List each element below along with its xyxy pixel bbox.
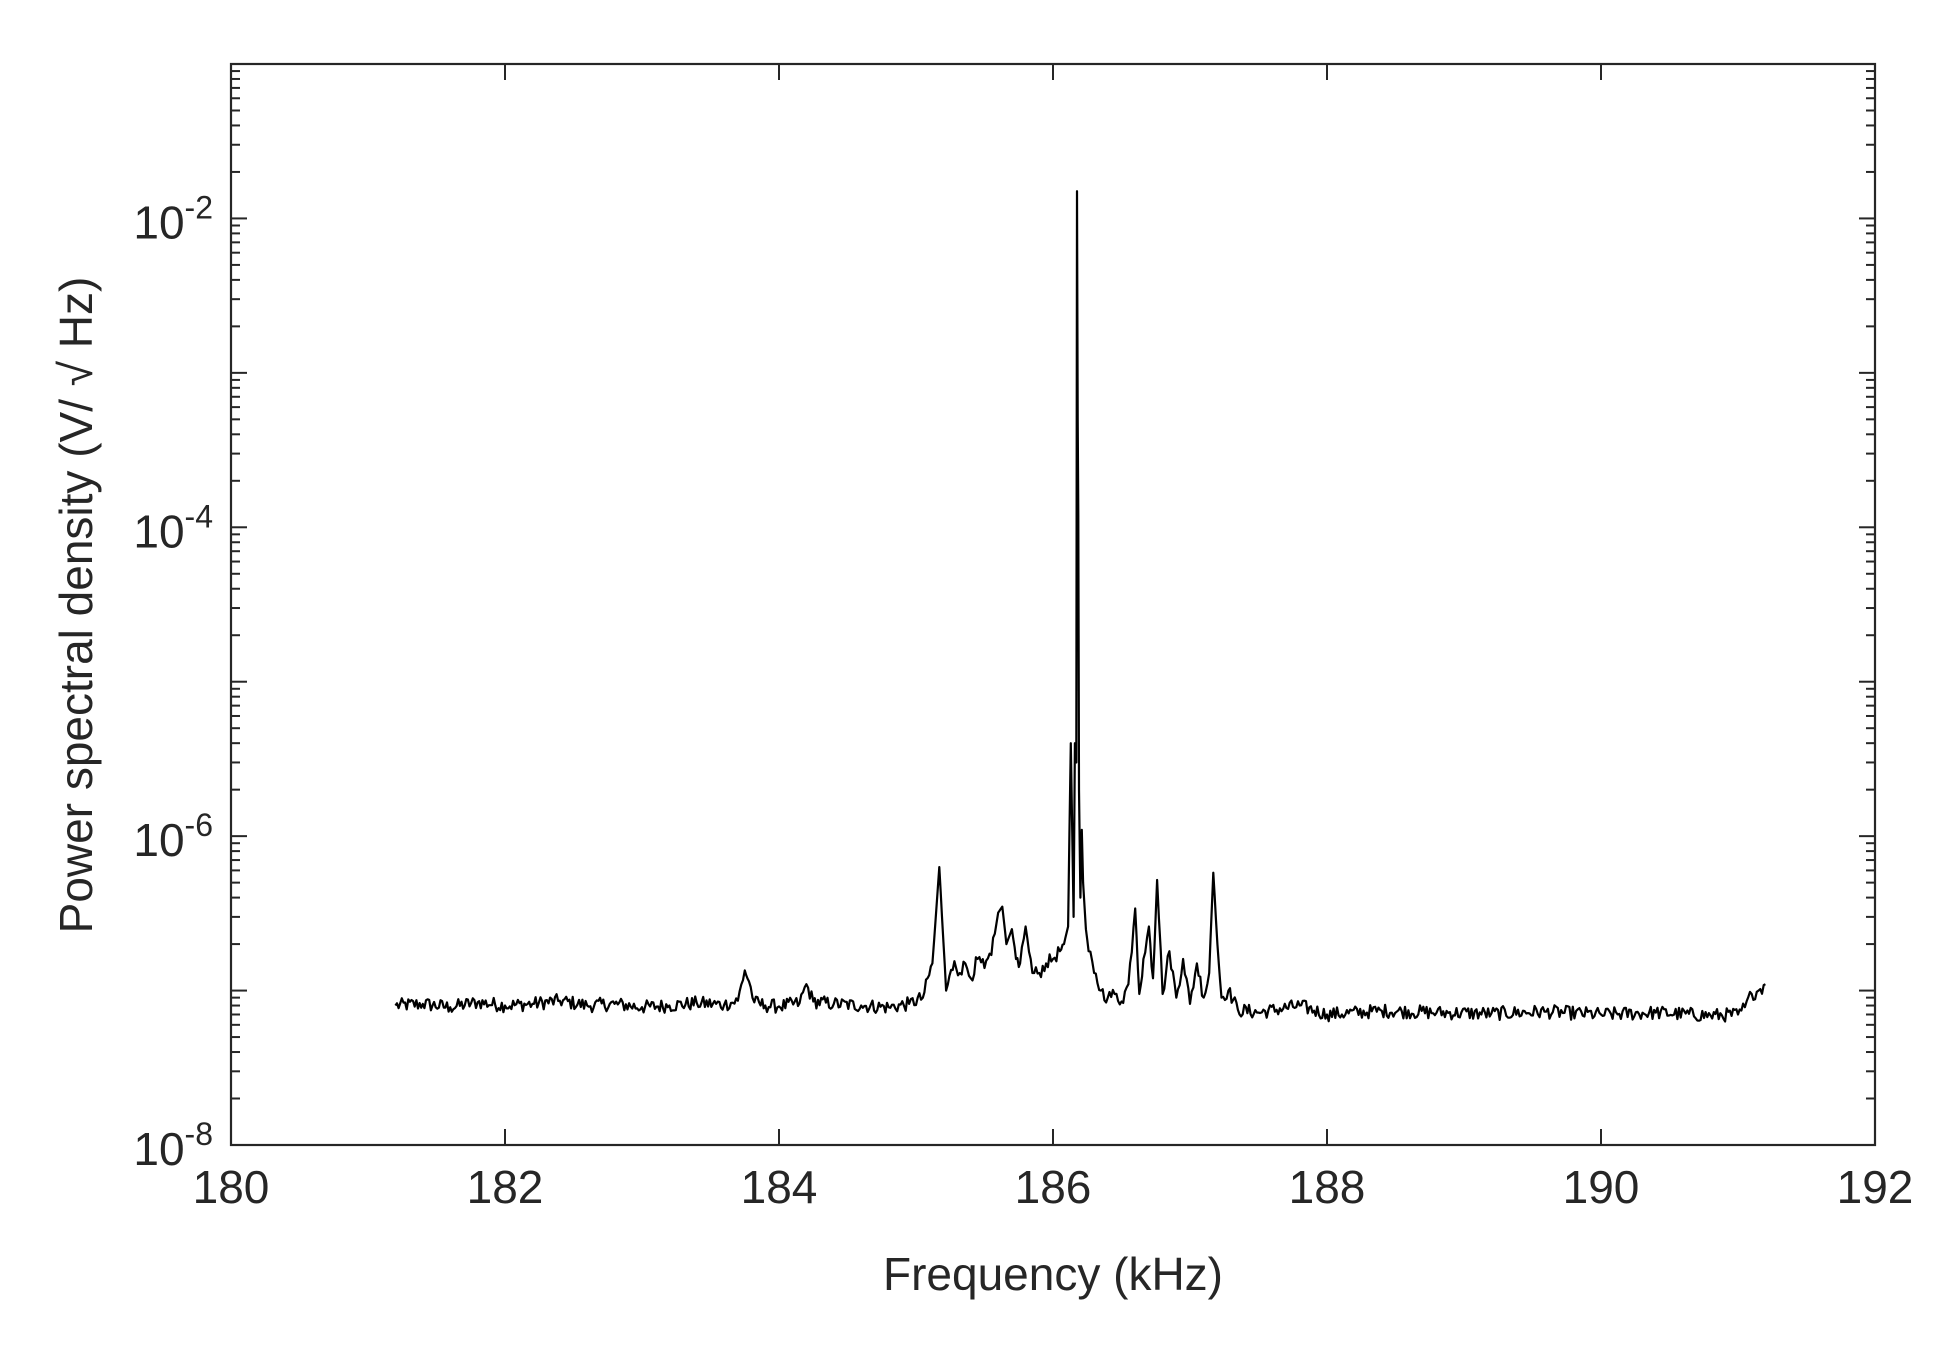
x-tick-label: 190 [1563,1161,1640,1213]
y-tick-label: 10-6 [133,807,213,866]
x-axis-label: Frequency (kHz) [883,1248,1223,1300]
tick-marks [230,63,1876,1146]
x-tick-label: 182 [467,1161,544,1213]
y-tick-labels: 10-8 10-6 10-4 10-2 [133,189,213,1175]
x-tick-label: 184 [741,1161,818,1213]
y-tick-label: 10-4 [133,498,213,557]
psd-series-line [394,190,1766,1023]
x-tick-label: 180 [193,1161,270,1213]
x-tick-labels: 180 182 184 186 188 190 192 [193,1161,1914,1213]
plot-area-frame [229,62,1877,1147]
y-tick-label: 10-2 [133,189,213,248]
y-tick-label: 10-8 [133,1116,213,1175]
x-tick-label: 192 [1837,1161,1914,1213]
x-tick-label: 188 [1289,1161,1366,1213]
x-tick-label: 186 [1015,1161,1092,1213]
y-axis-label: Power spectral density (V/ √ Hz) [50,277,102,934]
